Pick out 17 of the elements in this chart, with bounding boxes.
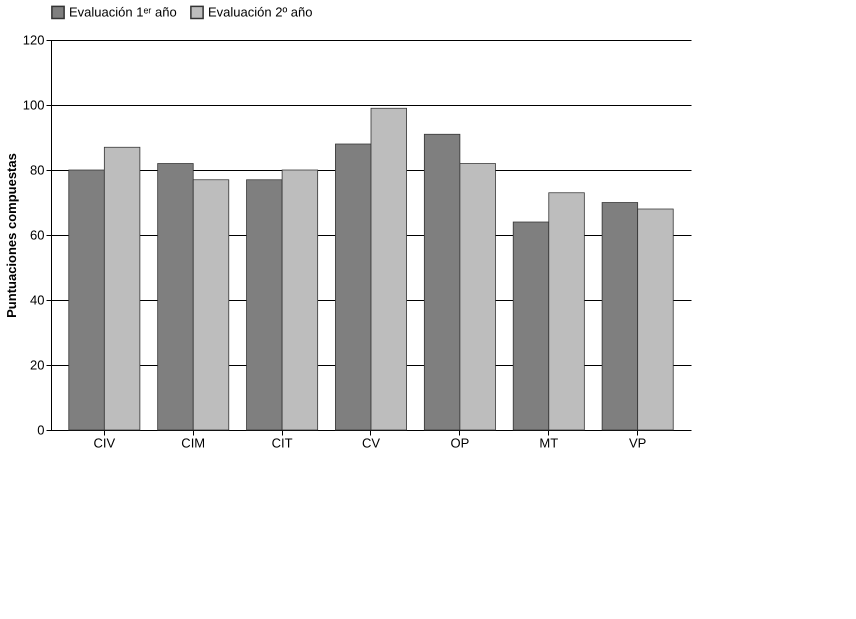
x-tick-label: CIV	[93, 436, 116, 450]
x-tick-label: CIT	[272, 436, 293, 450]
y-tick-label: 40	[30, 292, 44, 308]
legend-label: Evaluación 2º año	[208, 4, 312, 20]
y-tick-label: 20	[30, 358, 44, 372]
y-tick-label: 100	[22, 98, 44, 112]
x-tick-label: OP	[450, 436, 470, 450]
y-tick-label: 120	[22, 32, 44, 48]
x-tick-label: MT	[539, 436, 558, 450]
y-tick-label: 0	[37, 422, 44, 438]
x-tick-label: CV	[362, 436, 380, 450]
legend-label: Evaluación 1ᵉʳ año	[69, 4, 177, 20]
y-tick-label: 60	[30, 228, 44, 242]
y-axis-title: Puntuaciones compuestas	[4, 153, 19, 318]
x-tick-label: CIM	[181, 436, 206, 450]
x-tick-label: VP	[628, 436, 646, 450]
y-tick-label: 80	[30, 162, 44, 178]
